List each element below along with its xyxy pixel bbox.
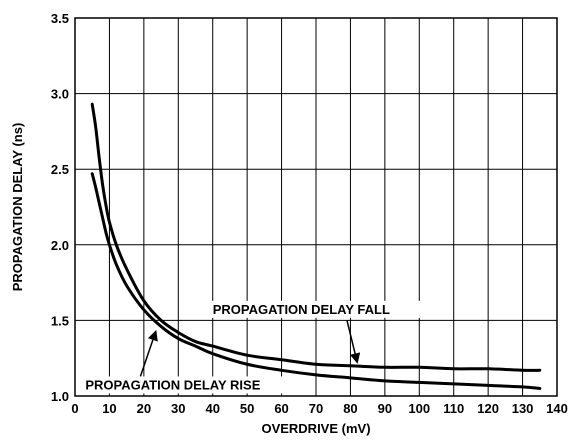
annotation-rise-text: PROPAGATION DELAY RISE — [85, 377, 260, 392]
x-tick-label: 10 — [102, 401, 116, 416]
x-tick-label: 100 — [408, 401, 430, 416]
x-tick-label: 140 — [546, 401, 568, 416]
x-tick-label: 60 — [274, 401, 288, 416]
x-tick-label: 50 — [240, 401, 254, 416]
x-tick-label: 20 — [137, 401, 151, 416]
y-tick-label: 2.5 — [51, 162, 69, 177]
x-tick-label: 120 — [477, 401, 499, 416]
y-axis-label: PROPAGATION DELAY (ns) — [10, 123, 25, 292]
plot-frame — [74, 17, 558, 397]
series-lines — [90, 102, 542, 390]
x-tick-label: 40 — [205, 401, 219, 416]
series-line — [90, 172, 542, 390]
x-tick-label: 90 — [378, 401, 392, 416]
x-axis-label: OVERDRIVE (mV) — [261, 421, 370, 436]
annotations: PROPAGATION DELAY FALL PROPAGATION DELAY … — [82, 300, 437, 394]
x-tick-label: 70 — [309, 401, 323, 416]
x-tick-label: 110 — [443, 401, 464, 416]
y-tick-label: 2.0 — [51, 238, 69, 253]
annotation-fall-bg — [208, 300, 437, 318]
tick-labels: 0 10 20 30 40 50 60 70 80 90 100 110 120 130 140 1.0 1.5… — [51, 11, 568, 416]
y-tick-label: 3.0 — [51, 87, 69, 102]
plot-border — [74, 17, 558, 397]
y-tick-label: 1.0 — [51, 389, 69, 404]
x-tick-label: 30 — [171, 401, 185, 416]
annotation-fall-text: PROPAGATION DELAY FALL — [213, 302, 390, 317]
series-line — [90, 102, 542, 372]
annotation-fall-arrow — [346, 320, 361, 364]
annotation-rise-bg — [82, 376, 315, 394]
y-tick-label: 1.5 — [51, 313, 69, 328]
annotation-rise-arrow — [139, 329, 158, 377]
grid-lines — [74, 17, 558, 397]
y-tick-label: 3.5 — [51, 11, 69, 26]
x-tick-label: 0 — [71, 401, 78, 416]
x-tick-label: 80 — [343, 401, 357, 416]
x-tick-label: 130 — [512, 401, 534, 416]
